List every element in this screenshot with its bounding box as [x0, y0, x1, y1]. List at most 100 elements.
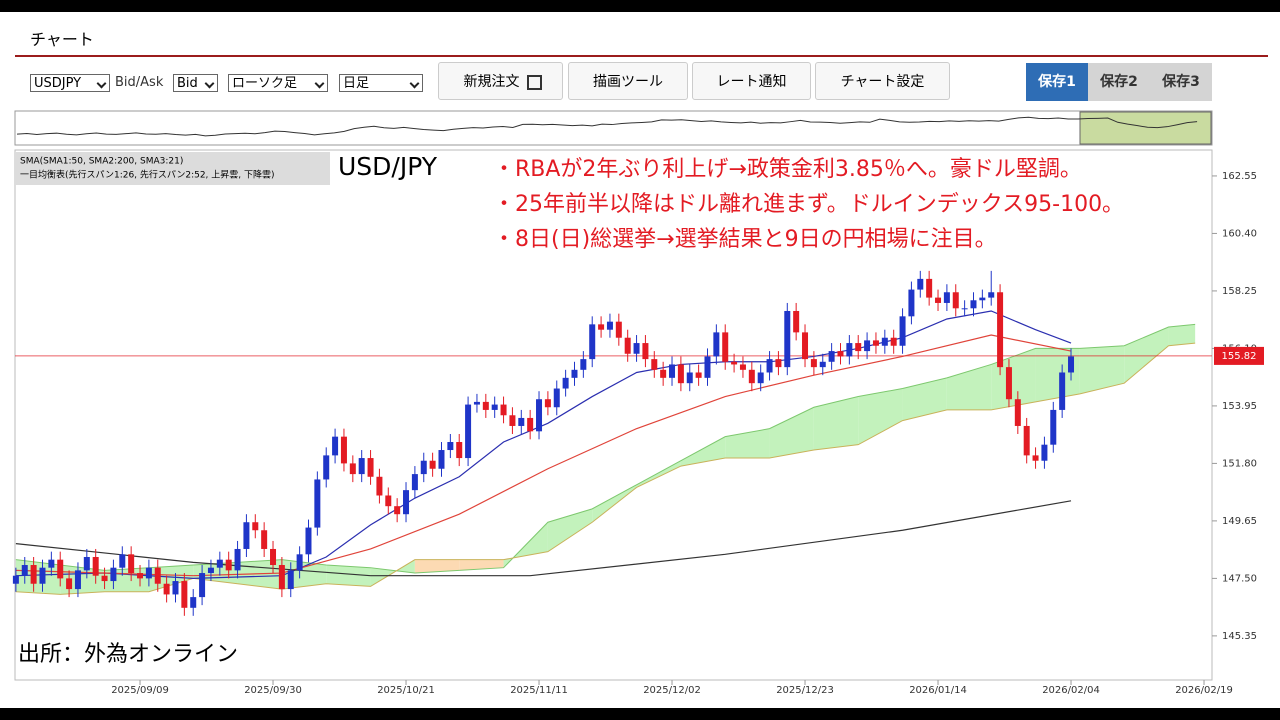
candle-body — [482, 401, 489, 410]
candle-body — [172, 581, 179, 595]
candle-body — [970, 300, 977, 309]
candle-body — [500, 404, 507, 416]
candle-body — [997, 292, 1004, 368]
candle-body — [536, 399, 543, 432]
candle-body — [739, 364, 746, 370]
candle-body — [216, 559, 223, 568]
candle-select[interactable]: ローソク足 — [228, 74, 328, 92]
candle-body — [287, 570, 294, 590]
alert-button[interactable]: レート通知 — [692, 62, 811, 100]
bid-ask-label: Bid/Ask — [115, 75, 164, 90]
candle-body — [456, 442, 463, 459]
candle-body — [394, 506, 401, 515]
candle-body — [278, 565, 285, 590]
candle-body — [509, 415, 516, 426]
symbol-select[interactable]: USDJPY — [30, 74, 110, 92]
candle-body — [855, 343, 862, 352]
annotation: ・8日(日)総選挙→選挙結果と9日の円相場に注目。 — [493, 227, 997, 252]
cloud-segment — [547, 508, 593, 552]
candle-body — [527, 417, 534, 432]
cloud-segment — [946, 364, 992, 410]
cloud-segment — [326, 565, 371, 587]
draw-button[interactable]: 描画ツール — [568, 62, 688, 100]
y-tick-label: 147.50 — [1222, 573, 1257, 584]
candle-body — [1059, 372, 1066, 410]
candle-body — [190, 597, 197, 608]
chart-title: USD/JPY — [338, 152, 438, 181]
cloud-segment — [858, 388, 903, 445]
candle-body — [793, 310, 800, 333]
candle-body — [580, 359, 587, 370]
candle-body — [1068, 356, 1075, 373]
candle-body — [332, 436, 339, 456]
candle-body — [438, 450, 445, 469]
candle-body — [571, 369, 578, 378]
candle-body — [225, 559, 232, 571]
candle-body — [562, 377, 569, 389]
candle-body — [917, 278, 924, 290]
candle-body — [828, 351, 835, 362]
candle-body — [30, 565, 37, 584]
candle-body — [314, 479, 321, 528]
candle-body — [943, 292, 950, 303]
candle-body — [340, 436, 347, 464]
candle-body — [553, 388, 560, 408]
candle-body — [864, 340, 871, 352]
cloud-segment — [414, 559, 460, 574]
candle-body — [252, 522, 259, 531]
save-tab[interactable]: 保存2 — [1088, 63, 1150, 101]
candle-body — [1032, 455, 1039, 461]
candle-body — [473, 401, 480, 405]
candle-body — [872, 340, 879, 346]
top-bar — [0, 0, 1280, 12]
y-tick-label: 160.40 — [1222, 228, 1257, 239]
candle-body — [261, 530, 268, 549]
candle-body — [1023, 425, 1030, 456]
candle-body — [775, 359, 782, 368]
candle-body — [598, 324, 605, 330]
candle-body — [207, 567, 214, 574]
cloud-segment — [769, 407, 814, 459]
candle-body — [633, 343, 640, 354]
candle-body — [367, 458, 374, 477]
candle-body — [660, 369, 667, 378]
legend-text: SMA(SMA1:50, SMA2:200, SMA3:21) — [20, 157, 183, 167]
save-tab[interactable]: 保存1 — [1026, 63, 1088, 101]
candle-body — [979, 297, 986, 301]
bid-select[interactable]: Bid — [173, 74, 218, 92]
y-tick-label: 145.35 — [1222, 631, 1257, 642]
candle-body — [651, 359, 658, 370]
candle-body — [92, 556, 99, 576]
y-tick-label: 151.80 — [1222, 458, 1257, 469]
candle-body — [145, 567, 152, 579]
candle-body — [819, 361, 826, 368]
save-tab[interactable]: 保存3 — [1150, 63, 1212, 101]
candle-body — [128, 554, 135, 574]
candle-body — [154, 567, 161, 584]
candle-body — [110, 567, 117, 582]
cloud-segment — [902, 377, 947, 421]
candle-body — [544, 399, 551, 408]
navigator-window[interactable] — [1079, 111, 1212, 145]
settings-button[interactable]: チャート設定 — [815, 62, 950, 100]
navigator — [14, 110, 1213, 146]
candle-body — [465, 404, 472, 459]
order-button[interactable]: 新規注文 — [438, 62, 563, 100]
candle-body — [323, 455, 330, 480]
candle-body — [713, 332, 720, 357]
candle-body — [74, 570, 81, 590]
candle-body — [305, 527, 312, 555]
candle-body — [137, 573, 144, 579]
candle-body — [784, 310, 791, 368]
candle-body — [722, 332, 729, 362]
candle-body — [48, 559, 55, 568]
indicator-legend — [15, 152, 330, 185]
x-tick-label: 2026/02/19 — [1175, 685, 1233, 696]
candle-body — [199, 573, 206, 598]
sma-line — [15, 310, 1072, 579]
sma-line — [15, 334, 1072, 577]
period-select[interactable]: 日足 — [339, 74, 423, 92]
x-tick-label: 2026/02/04 — [1042, 685, 1100, 696]
x-tick-label: 2025/12/23 — [776, 685, 834, 696]
y-tick-label: 162.55 — [1222, 171, 1257, 182]
